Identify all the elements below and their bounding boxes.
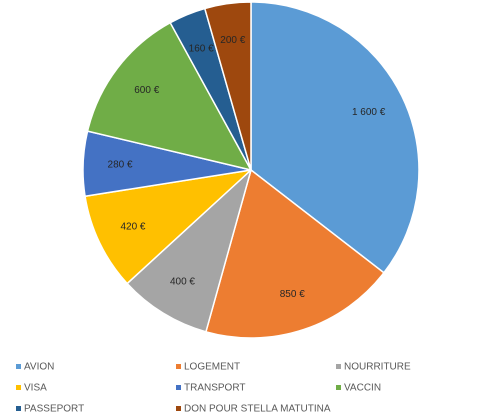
legend-item-don-pour-stella-matutina: DON POUR STELLA MATUTINA — [176, 404, 331, 415]
data-label-nourriture: 400 € — [170, 276, 195, 287]
data-label-logement: 850 € — [280, 289, 305, 300]
legend-item-nourriture: NOURRITURE — [336, 362, 411, 373]
legend-swatch-transport — [176, 385, 181, 390]
pie-slice-vaccin — [86, 21, 252, 171]
legend-label-don-pour-stella-matutina: DON POUR STELLA MATUTINA — [184, 404, 331, 415]
pie-slice-nourriture — [126, 169, 252, 333]
legend-label-avion: AVION — [24, 362, 54, 373]
legend-swatch-passeport — [16, 406, 21, 411]
legend-swatch-don-pour-stella-matutina — [176, 406, 181, 411]
legend-label-transport: TRANSPORT — [184, 383, 246, 394]
legend-swatch-avion — [16, 364, 21, 369]
legend: AVION LOGEMENT NOURRITURE VISA TRANSPORT VACC… — [16, 362, 411, 415]
data-label-don-pour-stella-matutina: 200 € — [220, 35, 245, 46]
legend-swatch-vaccin — [336, 385, 341, 390]
pie-slices — [82, 1, 420, 339]
legend-label-passeport: PASSEPORT — [24, 404, 84, 415]
pie-slice-visa — [84, 169, 252, 285]
data-label-transport: 280 € — [108, 160, 133, 171]
legend-item-passeport: PASSEPORT — [16, 404, 84, 415]
pie-slice-logement — [205, 169, 385, 339]
pie-slice-don-pour-stella-matutina — [204, 1, 252, 171]
legend-label-nourriture: NOURRITURE — [344, 362, 411, 373]
data-label-avion: 1 600 € — [352, 107, 386, 118]
legend-swatch-nourriture — [336, 364, 341, 369]
legend-label-logement: LOGEMENT — [184, 362, 240, 373]
legend-item-logement: LOGEMENT — [176, 362, 240, 373]
data-label-passeport: 160 € — [189, 43, 214, 54]
legend-item-visa: VISA — [16, 383, 47, 394]
legend-swatch-logement — [176, 364, 181, 369]
data-labels: 1 600 € 850 € 400 € 420 € 280 € 600 € 160 € 200… — [108, 35, 386, 300]
data-label-vaccin: 600 € — [134, 85, 159, 96]
legend-item-avion: AVION — [16, 362, 54, 373]
pie-slice-avion — [250, 1, 420, 274]
legend-item-transport: TRANSPORT — [176, 383, 246, 394]
legend-item-vaccin: VACCIN — [336, 383, 381, 394]
legend-swatch-visa — [16, 385, 21, 390]
legend-label-vaccin: VACCIN — [344, 383, 381, 394]
legend-label-visa: VISA — [24, 383, 47, 394]
data-label-visa: 420 € — [120, 222, 145, 233]
